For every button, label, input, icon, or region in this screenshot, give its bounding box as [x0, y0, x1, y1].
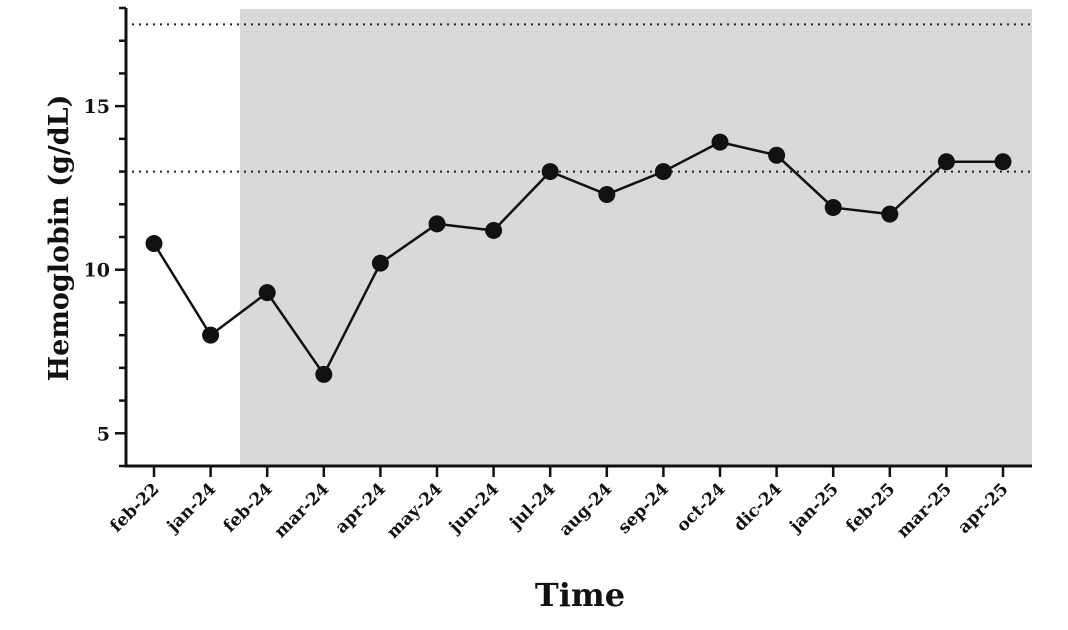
- data-point-dic-24: [768, 146, 786, 164]
- data-point-jul-24: [541, 163, 559, 181]
- x-tick-label-aug-24: aug-24: [556, 479, 617, 540]
- y-tick-label-5: 5: [97, 423, 110, 445]
- x-tick-label-jun-24: jun-24: [444, 479, 503, 538]
- x-tick-label-feb-22: feb-22: [106, 479, 163, 536]
- data-point-jan-24: [202, 326, 220, 344]
- x-tick-label-mar-25: mar-25: [893, 479, 956, 542]
- x-tick-label-feb-24: feb-24: [220, 479, 277, 536]
- data-point-feb-24: [258, 284, 276, 302]
- shaded-treatment-region: [239, 9, 1032, 466]
- data-point-mar-25: [937, 153, 955, 171]
- x-tick-label-apr-25: apr-25: [954, 479, 1012, 537]
- data-point-apr-24: [371, 254, 389, 272]
- x-tick-label-mar-24: mar-24: [271, 479, 334, 542]
- x-tick-label-jul-24: jul-24: [505, 479, 560, 534]
- x-tick-label-may-24: may-24: [383, 479, 446, 542]
- y-tick-label-10: 10: [84, 260, 110, 282]
- data-point-apr-25: [994, 153, 1012, 171]
- x-tick-label-apr-24: apr-24: [332, 479, 391, 538]
- data-point-aug-24: [598, 185, 616, 203]
- x-tick-label-oct-24: oct-24: [673, 479, 730, 536]
- x-tick-label-jan-25: jan-25: [785, 479, 843, 537]
- data-point-jun-24: [485, 221, 503, 239]
- data-point-feb-22: [145, 235, 163, 253]
- data-point-oct-24: [711, 133, 729, 151]
- data-point-may-24: [428, 215, 446, 233]
- x-tick-label-dic-24: dic-24: [730, 479, 786, 535]
- x-tick-label-feb-25: feb-25: [842, 479, 899, 536]
- data-point-sep-24: [654, 163, 672, 181]
- x-tick-label-sep-24: sep-24: [614, 479, 673, 538]
- y-tick-label-15: 15: [84, 96, 110, 118]
- data-point-feb-25: [881, 205, 899, 223]
- data-point-jan-25: [824, 199, 842, 217]
- x-tick-label-jan-24: jan-24: [162, 479, 220, 537]
- series-line-0: [152, 140, 1003, 376]
- y-axis-title: Hemoglobin (g/dL): [44, 95, 75, 382]
- data-point-mar-24: [315, 365, 333, 383]
- x-axis-title: Time: [535, 576, 625, 614]
